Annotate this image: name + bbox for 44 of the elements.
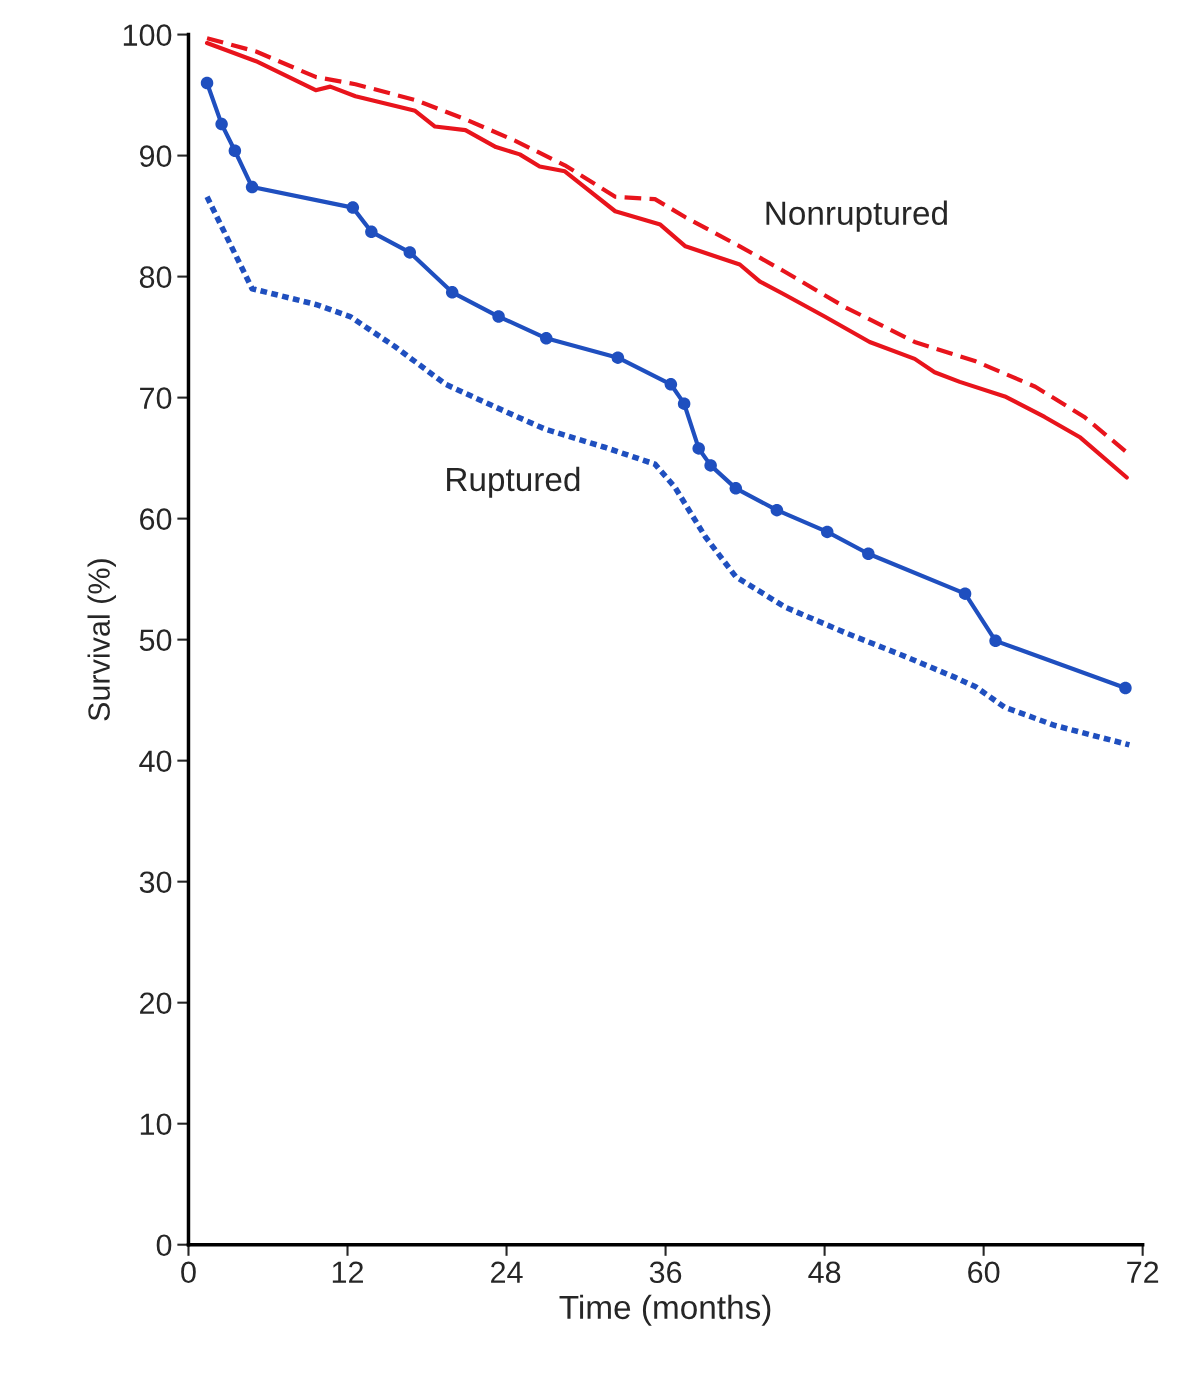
point: [492, 310, 505, 323]
y-tick-label: 100: [123, 24, 172, 46]
point: [862, 547, 875, 560]
y-tick-label: 50: [139, 629, 172, 652]
y-tick-label: 70: [140, 387, 172, 409]
point: [245, 180, 259, 194]
y-tick-label: 30: [139, 871, 172, 894]
point: [770, 503, 784, 517]
point: [989, 634, 1002, 648]
y-axis-title: Survival (%): [87, 559, 116, 721]
point: [664, 378, 678, 391]
y-tick-label: 60: [140, 508, 172, 530]
y-tick-label: 0: [156, 1234, 172, 1257]
x-tick-label: 24: [491, 1261, 523, 1283]
point: [677, 397, 691, 410]
y-tick-label: 20: [140, 992, 172, 1015]
point: [445, 286, 459, 299]
point: [958, 587, 972, 600]
annotation: Nonruptured: [766, 200, 947, 232]
y-tick-label: 90: [139, 145, 172, 167]
point: [346, 201, 360, 214]
y-tick-label: 40: [139, 750, 172, 773]
point: [611, 351, 625, 364]
annotation: Ruptured: [447, 466, 580, 498]
point: [729, 482, 743, 495]
point: [704, 459, 717, 472]
point: [821, 525, 834, 539]
x-tick-label: 12: [332, 1261, 363, 1283]
x-tick-label: 60: [968, 1261, 1000, 1284]
point: [365, 225, 378, 239]
point: [228, 144, 242, 157]
point: [1119, 681, 1132, 695]
point: [200, 76, 214, 90]
x-tick-label: 48: [808, 1261, 841, 1284]
x-axis-title: Time (months): [559, 1294, 771, 1326]
point: [540, 332, 553, 345]
x-tick-label: 36: [649, 1261, 682, 1284]
point: [403, 246, 417, 259]
point: [692, 442, 705, 455]
x-tick-label: 72: [1127, 1261, 1159, 1283]
x-tick-label: 0: [181, 1261, 196, 1284]
y-tick-label: 10: [140, 1113, 172, 1136]
point: [215, 117, 228, 131]
y-tick-label: 80: [139, 266, 172, 288]
